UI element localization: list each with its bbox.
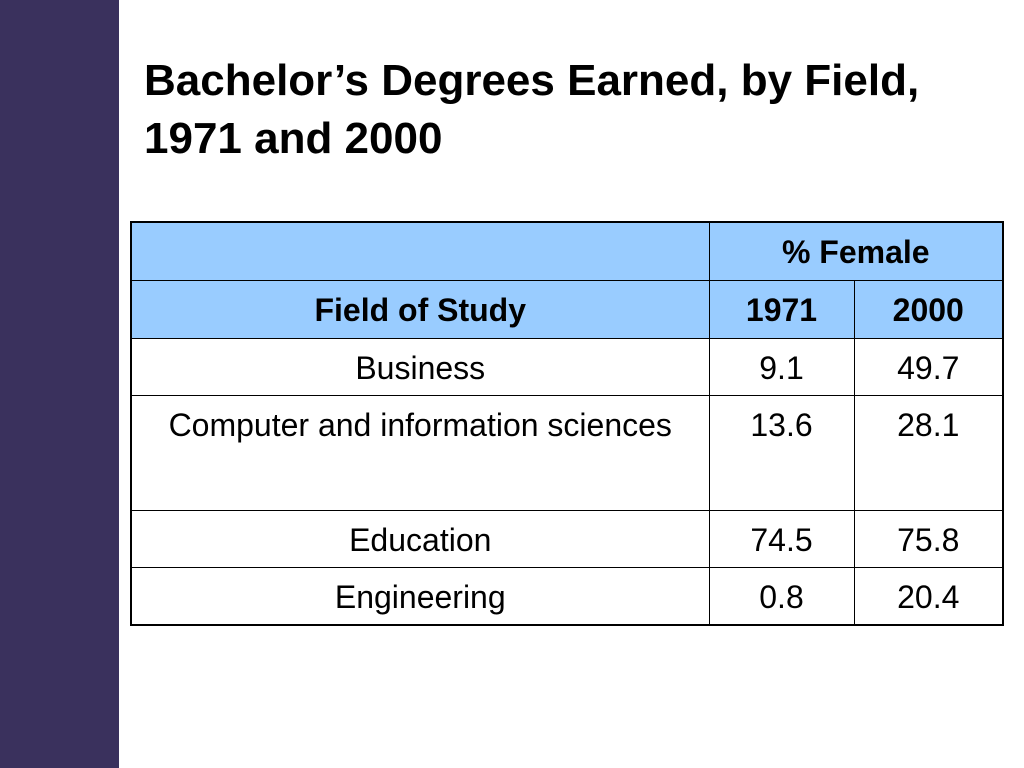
value-1971-cell: 13.6 [708, 395, 855, 511]
value-1971-cell: 9.1 [708, 338, 855, 396]
table-row: Education 74.5 75.8 [130, 510, 1004, 568]
field-cell: Engineering [130, 567, 710, 625]
column-header-field: Field of Study [130, 280, 710, 339]
column-header-2000: 2000 [853, 280, 1004, 339]
slide-title: Bachelor’s Degrees Earned, by Field, 197… [144, 56, 920, 163]
field-cell: Business [130, 338, 710, 396]
field-cell: Computer and information sciences [130, 395, 710, 511]
table-header-empty-cell [130, 221, 710, 281]
field-cell: Education [130, 510, 710, 568]
column-header-1971: 1971 [708, 280, 855, 339]
value-1971-cell: 74.5 [708, 510, 855, 568]
table-column-header-row: Field of Study 1971 2000 [130, 280, 1004, 339]
value-2000-cell: 28.1 [853, 395, 1004, 511]
value-1971-cell: 0.8 [708, 567, 855, 625]
table-row: Engineering 0.8 20.4 [130, 567, 1004, 625]
value-2000-cell: 20.4 [853, 567, 1004, 625]
table-row: Business 9.1 49.7 [130, 338, 1004, 396]
value-2000-cell: 75.8 [853, 510, 1004, 568]
table-row: Computer and information sciences 13.6 2… [130, 395, 1004, 511]
value-2000-cell: 49.7 [853, 338, 1004, 396]
sidebar-accent-bar [0, 0, 119, 768]
percent-female-header: % Female [708, 221, 1004, 281]
table-group-header-row: % Female [130, 221, 1004, 281]
degrees-table: % Female Field of Study 1971 2000 Busine… [130, 221, 1004, 626]
